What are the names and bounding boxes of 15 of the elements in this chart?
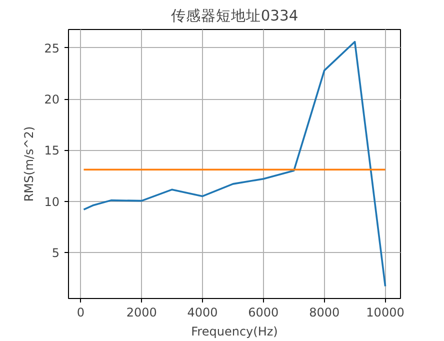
y-tick-label: 5 xyxy=(52,246,60,260)
x-tick-label: 8000 xyxy=(309,306,340,320)
chart-title: 传感器短地址0334 xyxy=(170,8,298,24)
x-tick-label: 10000 xyxy=(366,306,404,320)
x-tick-label: 0 xyxy=(76,306,85,320)
x-tick-label: 6000 xyxy=(248,306,279,320)
y-tick-label: 10 xyxy=(44,194,60,209)
y-tick-label: 20 xyxy=(44,92,60,107)
x-tick-label: 2000 xyxy=(126,306,157,320)
line-series xyxy=(82,40,386,288)
y-axis-title: RMS(m/s^2) xyxy=(22,126,36,202)
x-axis-title: Frequency(Hz) xyxy=(191,324,278,338)
y-tick-label: 15 xyxy=(44,144,60,158)
y-tick-label: 25 xyxy=(44,41,60,56)
x-tick-label: 4000 xyxy=(187,306,218,320)
